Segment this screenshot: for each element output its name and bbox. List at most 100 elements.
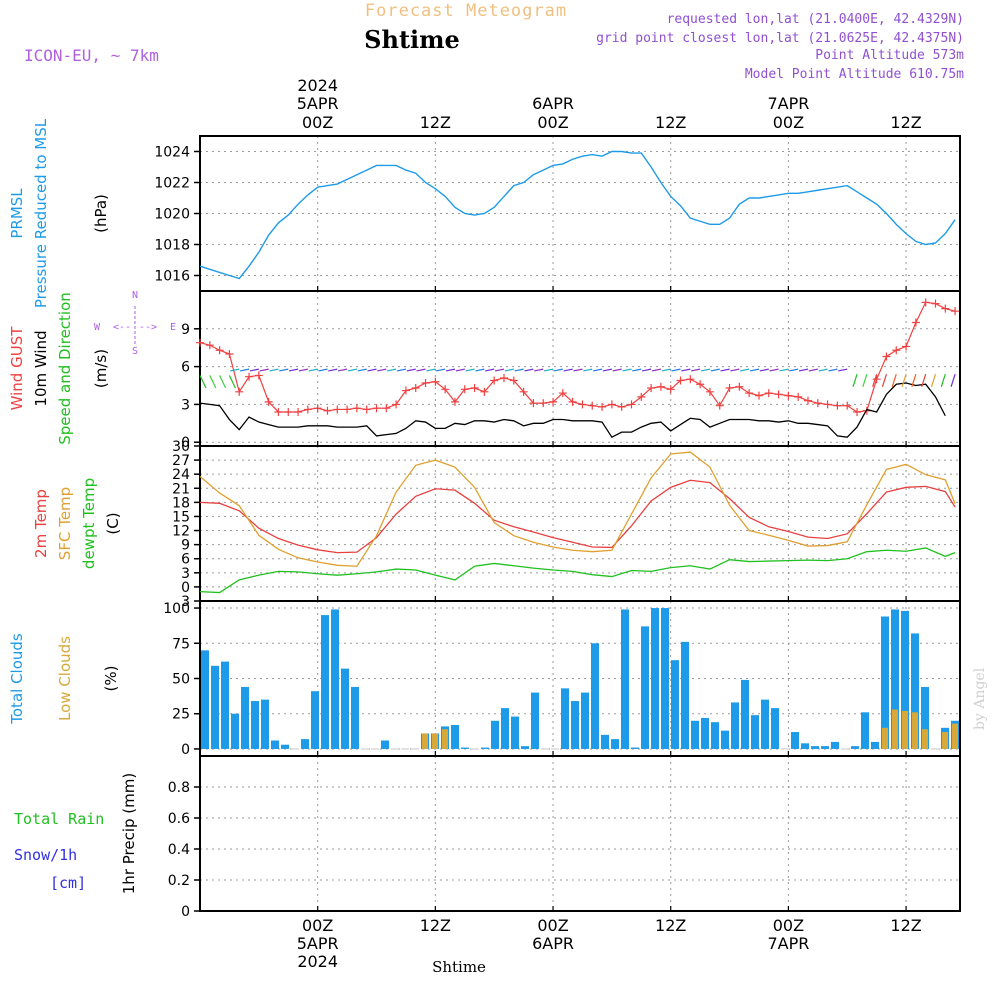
side-label: 2m Temp (32, 489, 50, 558)
total-cloud-bar (601, 734, 609, 749)
y-tick-label: 6 (181, 360, 190, 376)
total-cloud-bar (531, 692, 539, 749)
wind-direction-arrow (749, 368, 760, 372)
y-tick-label: 3 (181, 566, 190, 582)
gust-marker (509, 376, 518, 385)
total-cloud-bar (461, 747, 469, 749)
total-cloud-bar (801, 743, 809, 749)
wind-direction-arrow (504, 368, 514, 372)
wind-direction-arrow (475, 368, 485, 372)
gust-marker (558, 389, 567, 398)
bottom-date-label: 7APR (767, 934, 809, 953)
wind-direction-arrow (720, 368, 730, 372)
low-cloud-bar (892, 709, 898, 749)
gust-marker (500, 373, 508, 382)
side-label: Speed and Direction (56, 292, 74, 445)
gust-marker (470, 384, 479, 393)
footer-location: Shtime (432, 958, 486, 976)
wind-direction-arrow (367, 368, 377, 372)
wind-direction-arrow (465, 368, 475, 372)
compass-arrow-e: --> (139, 322, 157, 333)
bottom-hour-label: 00Z (773, 916, 804, 935)
unit-label: (hPa) (92, 194, 110, 233)
low-cloud-bar (912, 712, 918, 749)
bottom-hour-label: 12Z (420, 916, 451, 935)
gust-marker (813, 399, 822, 408)
y-tick-label: 1018 (154, 238, 190, 254)
gust-marker (931, 299, 940, 308)
panel-wind: 0 3 6 9 Wind GUST 10m Wind Speed and Direction… (8, 290, 961, 451)
location-title: Shtime (364, 25, 460, 54)
gust-marker (853, 407, 862, 416)
gust-marker (313, 404, 322, 413)
low-cloud-bar (952, 723, 958, 749)
wind-direction-arrow (661, 368, 671, 372)
wind-direction-arrow (779, 368, 789, 372)
wind-direction-arrow (940, 373, 946, 387)
gust-marker (676, 376, 685, 385)
top-date-label: 6APR (532, 94, 574, 113)
wind-direction-arrow (691, 368, 701, 372)
total-cloud-bar (671, 660, 679, 749)
side-label: Total Clouds (8, 633, 26, 725)
wind-direction-arrow (396, 368, 407, 372)
wind-direction-arrow (602, 368, 612, 372)
total-cloud-bar (591, 643, 599, 749)
total-cloud-bar (751, 715, 759, 749)
total-cloud-bar (641, 626, 649, 749)
gust-marker (843, 401, 852, 410)
wind-direction-arrow (377, 368, 387, 372)
wind-direction-arrow (357, 368, 367, 372)
y-tick-label: 0.8 (168, 780, 190, 796)
wind-direction-arrow (838, 368, 848, 372)
compass-w: W (94, 322, 101, 333)
gust-marker (794, 392, 803, 401)
gust-marker (627, 400, 636, 409)
gust-marker (480, 387, 489, 396)
gust-marker (225, 350, 234, 359)
app-title: Forecast Meteogram (365, 1, 567, 21)
gust-marker (637, 392, 646, 401)
y-tick-label: 0.6 (168, 811, 190, 827)
total-cloud-bar (521, 746, 529, 749)
side-label: Pressure Reduced to MSL (32, 118, 50, 308)
y-tick-label: 50 (172, 672, 190, 688)
wind-direction-arrow (651, 368, 662, 372)
wind-direction-arrow (798, 368, 809, 372)
gust-marker (264, 397, 273, 406)
wind-direction-arrow (308, 368, 318, 372)
wind-direction-arrow (730, 368, 740, 372)
total-cloud-bar (231, 713, 239, 749)
wind-line (199, 382, 946, 439)
gust-marker (549, 397, 558, 406)
pressure-line (199, 150, 956, 280)
top-date-label: 5APR (297, 94, 339, 113)
temp-2m-line (199, 479, 956, 554)
side-label: Total Rain (14, 810, 104, 828)
total-cloud-bar (761, 699, 769, 749)
y-tick-label: 27 (172, 453, 190, 469)
gust-marker (490, 376, 499, 385)
wind-direction-arrow (524, 368, 534, 372)
wind-direction-arrow (808, 368, 818, 372)
y-tick-label: 1022 (154, 176, 190, 192)
total-cloud-bar (331, 609, 339, 749)
gust-marker (617, 402, 626, 411)
side-label: dewpt Temp (80, 478, 98, 569)
gust-marker (656, 382, 665, 391)
unit-label: 1hr Precip (mm) (120, 773, 138, 894)
total-cloud-bar (321, 615, 329, 749)
unit-label: (C) (104, 512, 122, 534)
wind-direction-arrow (387, 368, 397, 372)
low-cloud-bar (882, 727, 888, 749)
total-cloud-bar (351, 686, 359, 749)
y-tick-label: 0.2 (168, 873, 190, 889)
wind-direction-arrow (759, 368, 769, 372)
total-cloud-bar (721, 730, 729, 749)
top-hour-label: 12Z (655, 113, 686, 132)
top-hour-label: 00Z (537, 113, 568, 132)
wind-direction-arrow (269, 368, 279, 372)
gust-marker (911, 318, 920, 327)
compass-arrow-w: <-- (113, 322, 131, 333)
wind-direction-arrow (700, 368, 711, 372)
